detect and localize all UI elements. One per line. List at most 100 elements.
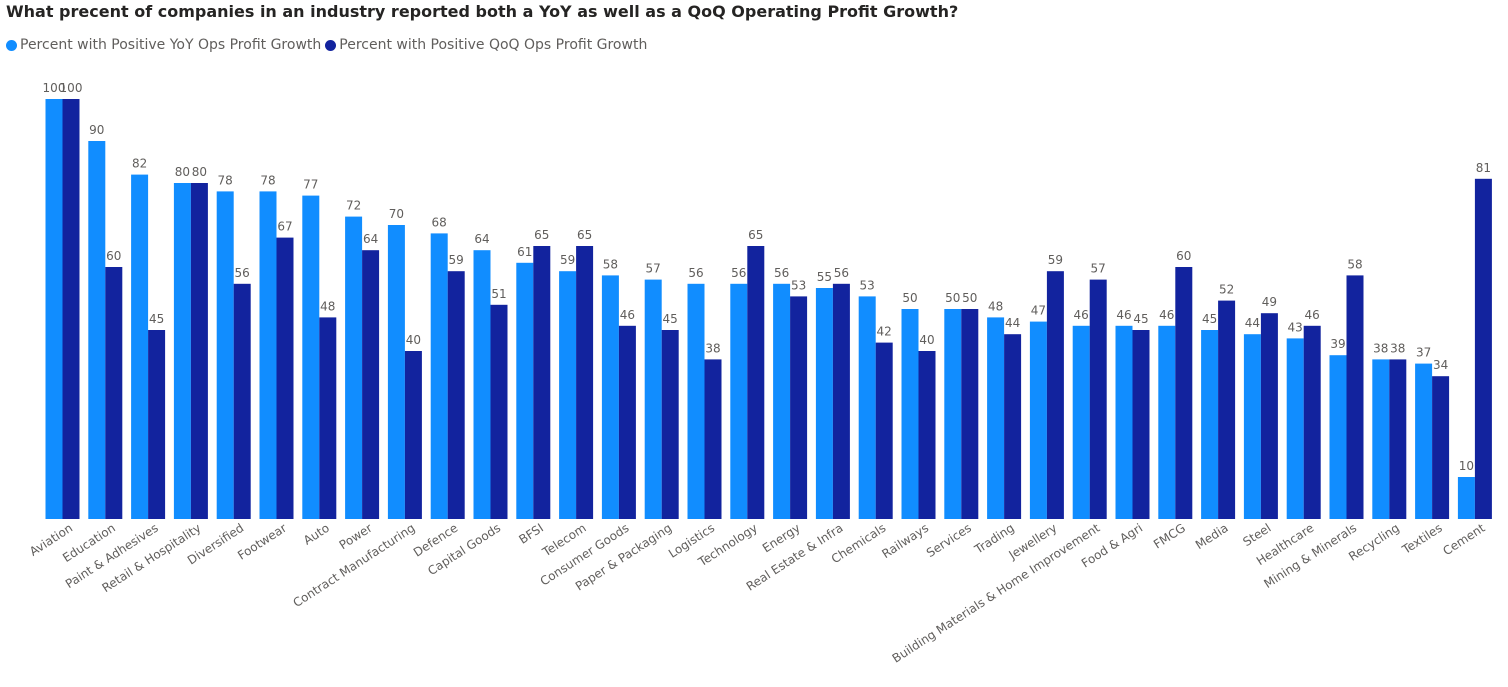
bar-yoy-23[interactable] (1029, 321, 1047, 519)
bar-yoy-12[interactable] (559, 271, 577, 519)
bar-yoy-27[interactable] (1201, 330, 1219, 519)
data-label-qoq-27: 52 (1219, 283, 1234, 297)
bar-yoy-13[interactable] (601, 275, 619, 519)
bar-yoy-16[interactable] (730, 283, 748, 519)
bar-qoq-26[interactable] (1175, 267, 1193, 519)
bar-qoq-3[interactable] (190, 183, 208, 519)
bar-qoq-5[interactable] (276, 237, 294, 519)
bar-yoy-26[interactable] (1158, 325, 1176, 519)
data-label-qoq-14: 45 (663, 312, 678, 326)
bar-qoq-15[interactable] (704, 359, 722, 519)
bar-yoy-8[interactable] (387, 225, 405, 519)
bar-yoy-29[interactable] (1286, 338, 1304, 519)
bar-yoy-17[interactable] (773, 283, 791, 519)
bar-qoq-12[interactable] (576, 246, 594, 519)
bar-qoq-32[interactable] (1432, 376, 1450, 519)
data-label-yoy-23: 47 (1031, 304, 1046, 318)
bar-qoq-6[interactable] (319, 317, 337, 519)
bar-qoq-10[interactable] (490, 304, 508, 519)
bar-yoy-28[interactable] (1243, 334, 1261, 519)
bar-yoy-5[interactable] (259, 191, 277, 519)
data-label-yoy-8: 70 (389, 207, 404, 221)
bar-yoy-14[interactable] (644, 279, 662, 519)
bar-qoq-14[interactable] (661, 330, 679, 519)
data-label-yoy-13: 58 (603, 257, 618, 271)
data-label-yoy-3: 80 (175, 165, 190, 179)
bar-yoy-15[interactable] (687, 283, 705, 519)
bar-qoq-27[interactable] (1218, 300, 1236, 519)
data-label-qoq-0: 100 (60, 81, 83, 95)
bar-yoy-31[interactable] (1372, 359, 1390, 519)
legend-item-qoq[interactable]: Percent with Positive QoQ Ops Profit Gro… (325, 37, 647, 53)
bar-qoq-31[interactable] (1389, 359, 1407, 519)
bar-qoq-23[interactable] (1046, 271, 1064, 519)
bar-yoy-4[interactable] (216, 191, 234, 519)
data-label-qoq-12: 65 (577, 228, 592, 242)
data-label-yoy-4: 78 (218, 173, 233, 187)
bar-qoq-4[interactable] (233, 283, 251, 519)
bar-qoq-29[interactable] (1303, 325, 1321, 519)
data-label-yoy-12: 59 (560, 253, 575, 267)
data-label-qoq-33: 81 (1476, 161, 1491, 175)
bar-yoy-0[interactable] (45, 99, 63, 519)
data-label-yoy-5: 78 (260, 173, 275, 187)
bar-qoq-33[interactable] (1474, 178, 1492, 520)
bar-qoq-8[interactable] (404, 351, 422, 519)
bar-yoy-3[interactable] (173, 183, 191, 519)
bar-qoq-18[interactable] (832, 283, 850, 519)
data-label-qoq-30: 58 (1347, 257, 1362, 271)
data-label-qoq-16: 65 (748, 228, 763, 242)
bar-yoy-18[interactable] (815, 288, 833, 519)
data-label-qoq-2: 45 (149, 312, 164, 326)
bar-qoq-20[interactable] (918, 351, 936, 519)
data-label-qoq-15: 38 (705, 341, 720, 355)
data-label-qoq-26: 60 (1176, 249, 1191, 263)
bar-yoy-11[interactable] (516, 262, 534, 519)
bar-yoy-19[interactable] (858, 296, 876, 519)
bar-yoy-25[interactable] (1115, 325, 1133, 519)
bar-yoy-10[interactable] (473, 250, 491, 519)
bar-qoq-24[interactable] (1089, 279, 1107, 519)
bar-yoy-6[interactable] (302, 195, 320, 519)
bar-qoq-17[interactable] (790, 296, 808, 519)
x-tick-label-27: Media (1193, 521, 1231, 552)
legend-item-yoy[interactable]: Percent with Positive YoY Ops Profit Gro… (6, 37, 321, 53)
data-label-yoy-20: 50 (902, 291, 917, 305)
data-label-yoy-14: 57 (646, 262, 661, 276)
bar-qoq-19[interactable] (875, 342, 893, 519)
data-label-qoq-6: 48 (320, 299, 335, 313)
bar-yoy-24[interactable] (1072, 325, 1090, 519)
bar-yoy-33[interactable] (1457, 477, 1475, 519)
bar-qoq-9[interactable] (447, 271, 465, 519)
data-label-qoq-13: 46 (620, 308, 635, 322)
bar-qoq-30[interactable] (1346, 275, 1364, 519)
data-label-yoy-27: 45 (1202, 312, 1217, 326)
bar-qoq-2[interactable] (148, 330, 166, 519)
x-tick-label-5: Footwear (235, 521, 289, 563)
bar-yoy-21[interactable] (944, 309, 962, 519)
bar-qoq-21[interactable] (961, 309, 979, 519)
bar-qoq-22[interactable] (1004, 334, 1022, 519)
bar-yoy-22[interactable] (987, 317, 1005, 519)
data-label-yoy-2: 82 (132, 157, 147, 171)
bar-qoq-11[interactable] (533, 246, 551, 519)
bar-yoy-32[interactable] (1415, 363, 1433, 519)
bar-yoy-30[interactable] (1329, 355, 1347, 519)
bar-qoq-1[interactable] (105, 267, 123, 519)
bar-yoy-9[interactable] (430, 233, 448, 519)
bar-yoy-2[interactable] (131, 174, 149, 519)
data-label-yoy-32: 37 (1416, 346, 1431, 360)
bar-qoq-25[interactable] (1132, 330, 1150, 519)
bar-qoq-28[interactable] (1260, 313, 1278, 519)
bar-qoq-0[interactable] (62, 99, 80, 519)
bar-yoy-20[interactable] (901, 309, 919, 519)
data-label-qoq-8: 40 (406, 333, 421, 347)
bar-yoy-1[interactable] (88, 141, 106, 519)
x-tick-label-20: Railways (879, 521, 931, 561)
data-label-qoq-5: 67 (277, 220, 292, 234)
bar-qoq-7[interactable] (362, 250, 380, 519)
bar-qoq-16[interactable] (747, 246, 765, 519)
data-label-qoq-11: 65 (534, 228, 549, 242)
bar-qoq-13[interactable] (618, 325, 636, 519)
bar-yoy-7[interactable] (345, 216, 363, 519)
